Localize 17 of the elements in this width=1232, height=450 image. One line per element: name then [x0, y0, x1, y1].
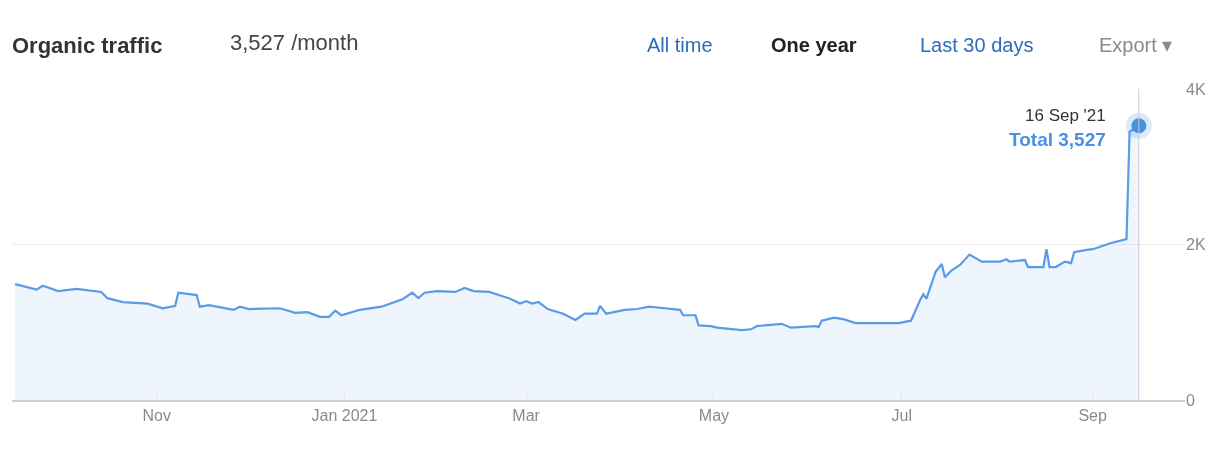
x-tick-label: Nov	[142, 407, 171, 425]
x-tick-label: Jul	[891, 407, 912, 425]
y-tick-label: 4K	[1186, 80, 1206, 98]
x-tick-label: May	[698, 407, 730, 425]
annotation: 16 Sep '21	[1025, 106, 1106, 125]
x-tick-label: Jan 2021	[311, 407, 378, 425]
text: Last 30 days	[920, 34, 1034, 56]
y-tick-label: 0	[1186, 391, 1195, 409]
text: Export ▾	[1099, 34, 1173, 56]
chart-title: Organic traffic	[12, 32, 163, 58]
text: One year	[771, 34, 857, 56]
x-tick-label: Mar	[512, 407, 541, 425]
annotation: Total 3,527	[1009, 129, 1106, 150]
chart-subtitle: 3,527 /month	[230, 30, 359, 55]
y-tick-label: 2K	[1186, 236, 1206, 254]
text: All time	[647, 34, 713, 56]
x-tick-label: Sep	[1078, 407, 1107, 425]
